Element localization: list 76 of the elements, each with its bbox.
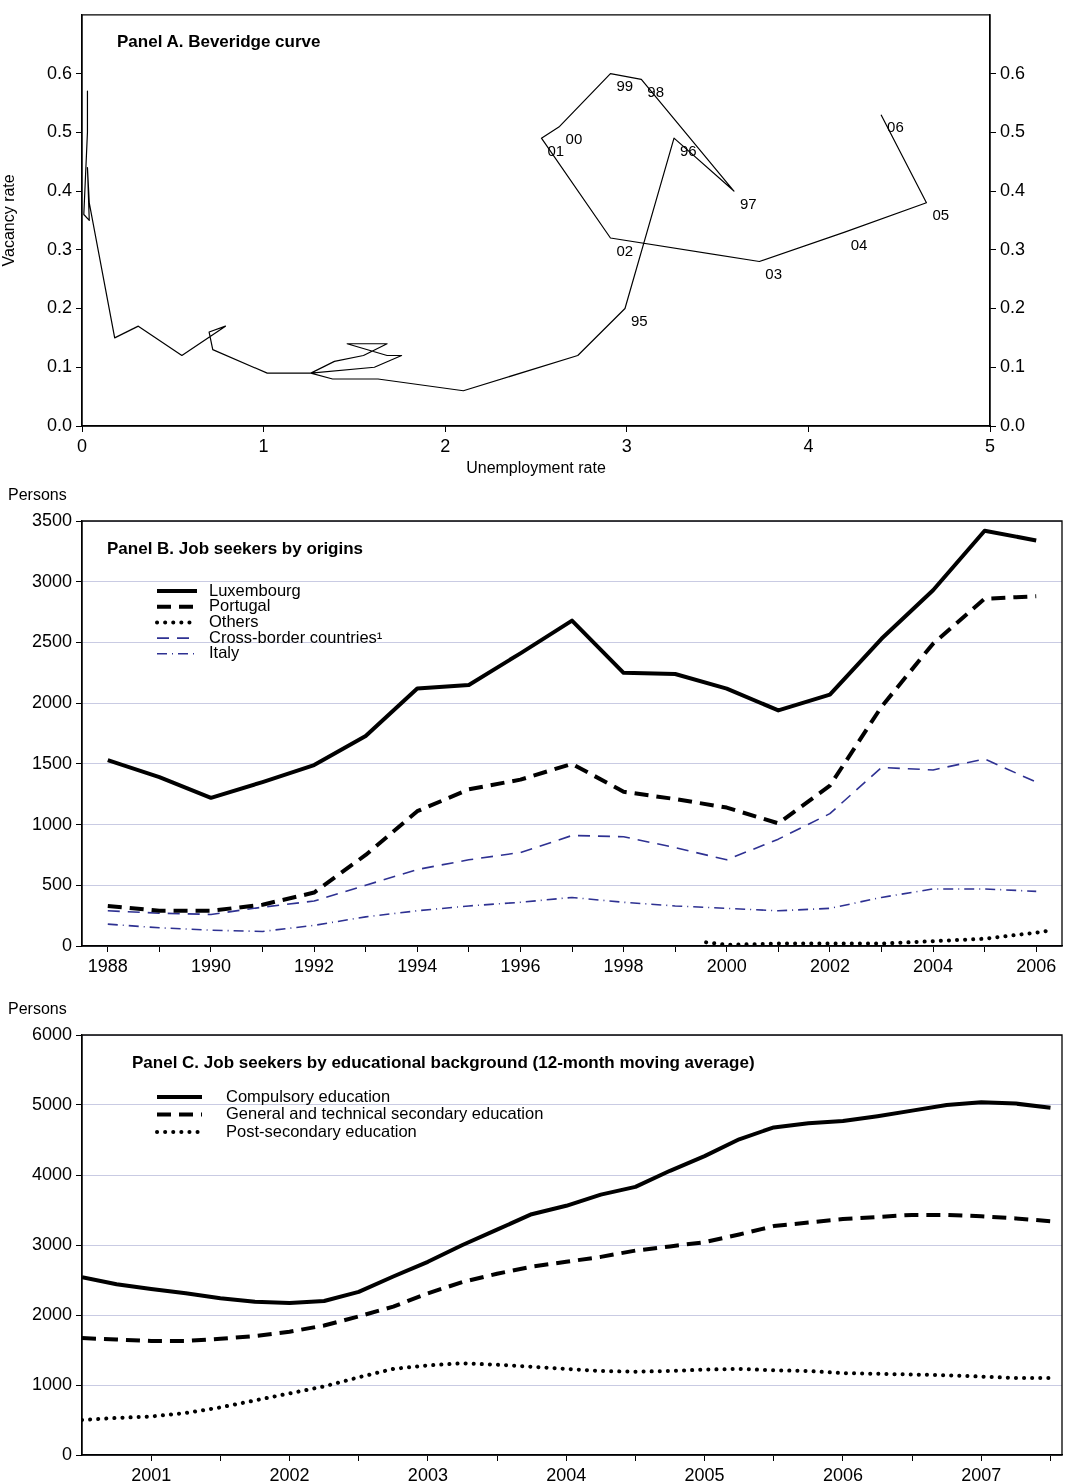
annotation: 97 [739, 194, 757, 212]
y2-tick-label: 0.2 [1000, 297, 1026, 318]
y-axis-title: Persons [8, 1000, 67, 1018]
text: Panel B. Job seekers by origins [107, 538, 364, 558]
x-tick-label: 2 [440, 435, 451, 456]
x-tick-label: 2006 [822, 1464, 863, 1484]
x-tick-label: 5 [984, 435, 996, 456]
legend-label: Post-secondary education [226, 1121, 417, 1140]
x-tick-label: 1988 [87, 955, 128, 976]
y-tick-label: 6000 [31, 1023, 72, 1044]
y-tick-label: 0 [61, 934, 72, 955]
x-tick-label: 2007 [961, 1464, 1002, 1484]
annotation: 00 [565, 130, 583, 148]
legend-label: Italy [209, 643, 241, 662]
y-tick-label: 0.5 [46, 121, 72, 142]
x-tick-label: 2000 [706, 955, 747, 976]
y-tick-label: 1500 [31, 752, 72, 773]
legend-label: Portugal [209, 596, 271, 615]
line-series [106, 888, 1038, 933]
y2-tick-label: 0.1 [1000, 356, 1026, 377]
x-tick-label: 2002 [269, 1464, 310, 1484]
y-tick-label: 2000 [31, 1303, 72, 1324]
y-tick-label: 2500 [31, 631, 72, 652]
y-tick-label: 0.0 [46, 414, 72, 435]
x-tick-label: 3 [621, 435, 632, 456]
x-tick-label: 2001 [131, 1464, 172, 1484]
y-tick-label: 1000 [31, 1373, 72, 1394]
y2-tick-label: 0.4 [1000, 180, 1026, 200]
annotation: 02 [616, 241, 634, 259]
annotation: 99 [616, 77, 634, 95]
text: Panel A. Beveridge curve [117, 32, 321, 52]
y-tick-label: 3500 [31, 509, 72, 530]
annotation: 04 [850, 235, 868, 253]
y-tick-label: 0.6 [46, 62, 72, 83]
annotation: 95 [630, 312, 648, 330]
x-tick-label: 1998 [603, 955, 644, 976]
x-tick-label: 4 [803, 435, 814, 456]
annotation: 03 [765, 265, 783, 283]
x-tick-label: 2006 [1016, 955, 1057, 976]
x-axis-title: Unemployment rate [466, 458, 606, 476]
y-tick-label: 500 [41, 874, 72, 895]
x-tick-label: 1 [258, 435, 269, 456]
y-tick-label: 3000 [31, 570, 72, 591]
legend-label: Luxembourg [209, 580, 301, 599]
y-tick-label: 0.3 [46, 238, 72, 259]
x-tick-label: 0 [76, 435, 88, 456]
x-tick-label: 2005 [684, 1464, 725, 1484]
legend-label: General and technical secondary education [226, 1104, 544, 1123]
x-tick-label: 2004 [546, 1464, 587, 1484]
annotation: 06 [887, 118, 904, 136]
x-tick-label: 1992 [294, 955, 335, 976]
y2-tick-label: 0.6 [1000, 62, 1026, 83]
y-axis-title: Persons [8, 486, 67, 504]
y2-tick-label: 0.3 [1000, 238, 1026, 259]
y-tick-label: 0 [61, 1443, 72, 1464]
y-tick-label: 4000 [31, 1163, 72, 1184]
y-tick-label: 0.1 [46, 356, 72, 377]
y2-tick-label: 0.5 [1000, 121, 1026, 142]
x-tick-label: 2004 [913, 955, 954, 976]
annotation: 05 [932, 206, 950, 224]
y-tick-label: 1000 [31, 813, 72, 834]
y-tick-label: 3000 [31, 1233, 72, 1254]
y-tick-label: 5000 [31, 1093, 72, 1114]
x-tick-label: 2002 [809, 955, 850, 976]
y-tick-label: 2000 [31, 692, 72, 713]
y-tick-label: 0.4 [46, 180, 72, 200]
legend-label: Cross-border countries¹ [209, 627, 383, 646]
x-tick-label: 1996 [500, 955, 541, 976]
x-tick-label: 1994 [397, 955, 438, 976]
y-tick-label: 0.2 [46, 297, 72, 318]
legend-label: Compulsory education [226, 1086, 391, 1105]
text: Panel C. Job seekers by educational background (12-month moving average) [132, 1052, 755, 1072]
y2-tick-label: 0.0 [1000, 414, 1026, 435]
x-tick-label: 2003 [407, 1464, 448, 1484]
y-axis-title: Vacancy rate [0, 174, 18, 267]
x-tick-label: 1990 [190, 955, 231, 976]
